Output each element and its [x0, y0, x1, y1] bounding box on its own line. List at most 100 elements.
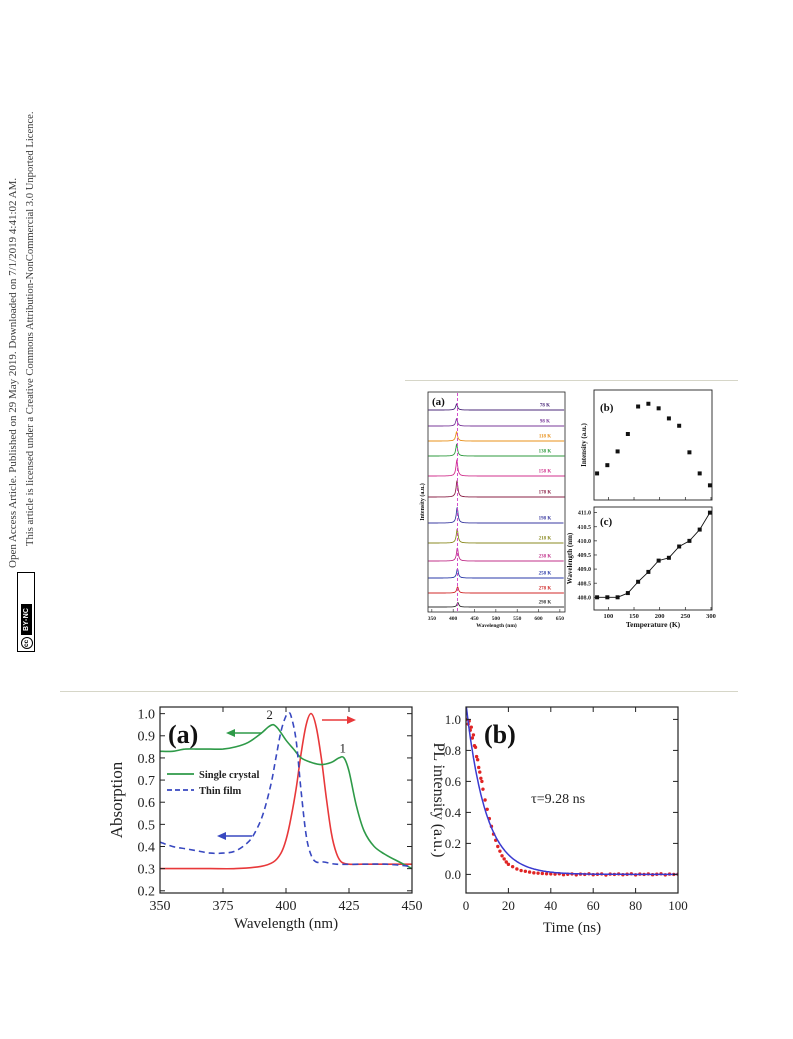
x-tick-label: 650 [556, 616, 565, 622]
y-tick-label: 0.0 [445, 867, 461, 882]
panel-label: (b) [484, 720, 516, 749]
x-axis-label: Wavelength (nm) [234, 916, 338, 932]
spectrum-temperature-label: 298 K [539, 601, 552, 606]
spectrum-line [428, 417, 565, 427]
data-point [707, 483, 712, 488]
spectrum-temperature-label: 258 K [539, 572, 552, 577]
y-axis-label: PL intensity (a.u.) [430, 743, 447, 858]
data-point [549, 872, 553, 876]
y-tick-label: 1.0 [138, 708, 156, 723]
data-point [536, 871, 540, 875]
spectrum-line [428, 430, 565, 442]
x-tick-label: 20 [502, 898, 515, 913]
spectrum-line [428, 403, 565, 411]
x-tick-label: 80 [629, 898, 642, 913]
y-tick-label: 408.0 [578, 595, 592, 601]
x-tick-label: 0 [463, 898, 470, 913]
spectrum-line [428, 528, 564, 544]
data-point [615, 595, 620, 600]
legend-label: Thin film [199, 786, 242, 797]
data-point [500, 854, 504, 858]
y-tick-label: 410.0 [578, 539, 592, 545]
data-point [479, 776, 483, 780]
y-tick-label: 0.8 [445, 743, 461, 758]
x-tick-label: 550 [513, 616, 522, 622]
pl-decay-chart: 0 20 40 60 80 100 0.0 0.2 0.4 0.6 0.8 1.0 τ=9.28 ns (… [430, 706, 688, 936]
data-point [697, 527, 702, 532]
x-tick-label: 375 [213, 899, 234, 914]
x-tick-label: 250 [680, 613, 690, 620]
data-point [615, 449, 620, 454]
data-point [687, 538, 692, 543]
data-point [485, 807, 489, 811]
data-point [595, 595, 600, 600]
blue-arrow-icon-head [217, 832, 226, 840]
y-axis-label: Intensity (a.u.) [419, 483, 426, 521]
wavelength-temperature-chart: 100 150 200 250 300 408.0 408.5 409.0 409.5 410.0… [566, 506, 716, 629]
data-point [625, 432, 630, 436]
x-tick-label: 350 [428, 616, 437, 622]
x-tick-label: 350 [150, 899, 171, 914]
y-tick-label: 411.0 [578, 511, 591, 517]
spectrum-line [428, 568, 564, 579]
data-point [481, 787, 485, 791]
series-single-crystal [160, 723, 412, 870]
data-point [595, 471, 600, 476]
data-point [478, 770, 482, 774]
spectrum-temperature-label: 218 K [539, 537, 552, 542]
data-point [625, 591, 630, 596]
data-point [504, 860, 508, 864]
y-tick-label: 0.8 [138, 752, 156, 767]
x-tick-label: 450 [402, 899, 423, 914]
spectrum-line [428, 459, 565, 477]
data-point [474, 754, 479, 759]
plot-frame [593, 506, 713, 611]
x-tick-label: 425 [339, 899, 360, 914]
x-tick-label: 500 [492, 616, 501, 622]
x-tick-label: 400 [449, 616, 458, 622]
series-thin-film [160, 712, 412, 868]
y-axis-label: Intensity (a.u.) [580, 422, 588, 466]
y-tick-label: 0.2 [138, 885, 156, 900]
data-point [666, 555, 671, 560]
spectrum-temperature-label: 198 K [539, 517, 552, 522]
data-point [506, 862, 511, 867]
y-tick-label: 0.4 [445, 805, 462, 820]
y-tick-label: 410.5 [578, 525, 592, 531]
data-point [480, 779, 484, 784]
spectrum-temperature-label: 78 K [540, 404, 550, 409]
x-tick-label: 600 [534, 616, 543, 622]
spectrum-temperature-label: 278 K [539, 587, 552, 592]
data-point [646, 569, 651, 574]
data-point [605, 463, 610, 468]
y-tick-label: 0.2 [445, 836, 461, 851]
x-tick-label: 150 [629, 613, 639, 620]
fit-curve [466, 707, 678, 876]
y-tick-label: 409.0 [578, 567, 592, 573]
data-point [656, 406, 661, 411]
spectrum-line [428, 602, 565, 608]
spectrum-temperature-label: 158 K [539, 470, 552, 475]
plot-frame [465, 706, 679, 894]
data-point [470, 736, 475, 740]
panel-label: (a) [168, 720, 198, 749]
intensity-temperature-chart: (b) Intensity (a.u.) [580, 389, 713, 501]
data-point [707, 510, 712, 515]
x-tick-label: 40 [544, 898, 557, 913]
data-point [666, 416, 671, 421]
x-tick-label: 60 [587, 898, 600, 913]
x-axis-label: Time (ns) [543, 920, 601, 936]
spectrum-temperature-label: 178 K [539, 491, 552, 496]
data-point [483, 798, 487, 802]
x-tick-label: 100 [603, 613, 613, 620]
y-tick-label: 0.6 [445, 774, 462, 789]
y-tick-label: 409.5 [578, 553, 592, 559]
spectrum-line [428, 443, 565, 457]
data-point [544, 872, 549, 876]
data-point [473, 745, 478, 749]
peak-number-label: 2 [266, 707, 273, 722]
panel-label: (a) [432, 396, 445, 408]
spectrum-temperature-label: 238 K [539, 555, 552, 560]
section-divider-bottom [60, 691, 738, 692]
panel-label: (c) [600, 516, 613, 528]
